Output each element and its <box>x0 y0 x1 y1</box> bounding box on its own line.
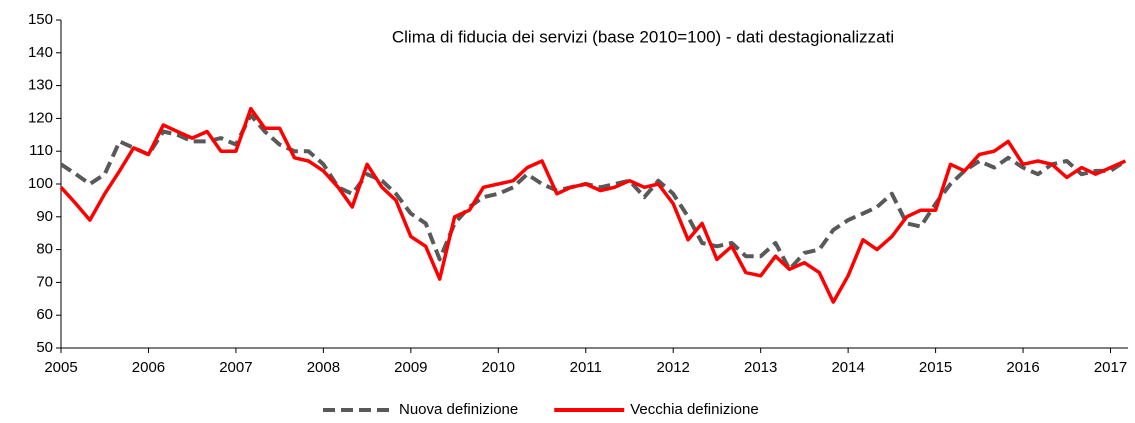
chart-title: Clima di fiducia dei servizi (base 2010=… <box>392 27 894 46</box>
y-tick-label: 140 <box>28 44 53 61</box>
y-tick-label: 150 <box>28 11 53 28</box>
x-tick-label: 2011 <box>570 359 602 376</box>
series-line <box>59 106 1127 304</box>
x-tick-label: 2017 <box>1094 359 1127 376</box>
x-tick-label: 2015 <box>919 359 952 376</box>
x-tick-label: 2006 <box>132 359 165 376</box>
legend-label: Nuova definizione <box>399 401 518 418</box>
y-tick-label: 80 <box>36 241 53 258</box>
x-tick-label: 2013 <box>744 359 777 376</box>
x-tick-label: 2012 <box>657 359 690 376</box>
y-tick-label: 130 <box>28 77 53 94</box>
y-tick-label: 100 <box>28 175 53 192</box>
y-tick-label: 90 <box>36 208 53 225</box>
x-tick-label: 2014 <box>831 359 864 376</box>
y-tick-label: 120 <box>28 109 53 126</box>
x-tick-label: 2007 <box>219 359 252 376</box>
y-tick-label: 50 <box>36 339 53 356</box>
y-tick-label: 70 <box>36 273 53 290</box>
x-tick-label: 2008 <box>307 359 340 376</box>
x-tick-label: 2010 <box>482 359 515 376</box>
series-line <box>59 113 1127 272</box>
y-tick-label: 60 <box>36 306 53 323</box>
y-tick-label: 110 <box>29 142 53 159</box>
x-tick-label: 2005 <box>44 359 77 376</box>
legend-label: Vecchia definizione <box>630 401 758 418</box>
x-tick-label: 2009 <box>394 359 427 376</box>
x-tick-label: 2016 <box>1006 359 1039 376</box>
